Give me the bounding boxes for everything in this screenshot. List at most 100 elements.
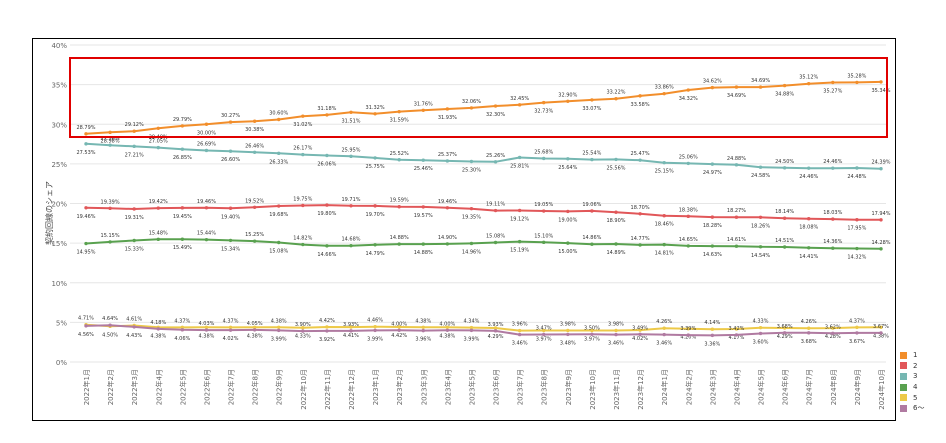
legend-swatch — [900, 383, 907, 391]
data-label: 24.58% — [751, 173, 770, 179]
data-point — [542, 332, 546, 337]
data-label: 14.65% — [679, 237, 698, 243]
data-point — [542, 209, 546, 213]
x-tick-label: 2022年2月 — [106, 369, 115, 405]
data-point — [156, 126, 160, 130]
x-tick-label: 2023年8月 — [540, 369, 549, 405]
data-label: 31.59% — [390, 118, 409, 124]
data-point — [662, 214, 666, 218]
data-point — [325, 203, 329, 207]
x-tick-label: 2023年2月 — [395, 369, 404, 405]
x-tick-label: 2024年9月 — [853, 369, 862, 405]
data-label: 24.39% — [871, 160, 890, 166]
data-label: 31.51% — [341, 118, 360, 124]
data-point — [421, 205, 425, 209]
data-point — [734, 215, 739, 219]
data-point — [638, 332, 642, 337]
data-point — [180, 328, 185, 332]
x-tick-label: 2022年11月 — [323, 369, 332, 410]
data-point — [855, 246, 859, 251]
data-label: 3.67% — [873, 324, 889, 330]
data-point — [879, 247, 883, 251]
legend-swatch — [900, 372, 907, 380]
data-label: 33.86% — [655, 85, 674, 91]
data-point — [807, 331, 811, 335]
data-label: 4.38% — [873, 333, 889, 339]
series-line-6〜 — [85, 324, 881, 337]
data-point — [228, 120, 233, 124]
data-label: 25.47% — [631, 151, 650, 157]
data-point — [397, 109, 401, 114]
data-point — [108, 323, 112, 327]
data-point — [542, 100, 546, 105]
data-point — [277, 240, 281, 245]
data-label: 30.60% — [269, 110, 288, 116]
data-point — [614, 97, 618, 101]
data-label: 24.50% — [775, 159, 794, 165]
data-label: 15.08% — [486, 233, 505, 239]
data-point — [734, 85, 739, 89]
data-point — [879, 325, 883, 329]
series-line-2 — [85, 204, 882, 221]
data-label: 34.88% — [775, 92, 794, 98]
data-label: 14.88% — [390, 235, 409, 241]
x-tick-label: 2023年3月 — [419, 369, 428, 405]
data-point — [758, 215, 763, 219]
data-label: 3.98% — [560, 321, 576, 327]
x-tick-label: 2023年12月 — [636, 369, 645, 410]
data-label: 34.62% — [703, 79, 722, 85]
data-label: 3.93% — [343, 322, 359, 328]
data-point — [252, 328, 257, 332]
data-point — [590, 98, 594, 102]
data-label: 18.46% — [655, 222, 674, 228]
legend-swatch — [900, 351, 907, 359]
data-label: 25.52% — [390, 151, 409, 157]
series-line-3 — [85, 142, 882, 170]
legend-item: 1 — [900, 350, 924, 361]
data-label: 29.79% — [173, 117, 192, 123]
data-label: 18.14% — [775, 209, 794, 215]
data-point — [325, 325, 329, 329]
data-point — [807, 326, 811, 330]
data-label: 32.06% — [462, 99, 481, 105]
data-label: 26.46% — [245, 143, 264, 149]
x-tick-label: 2024年3月 — [708, 369, 717, 405]
data-point — [686, 333, 690, 337]
data-label: 14.89% — [606, 250, 625, 256]
data-point — [758, 245, 763, 249]
data-label: 15.08% — [269, 248, 288, 254]
data-point — [445, 242, 450, 246]
data-label: 26.17% — [293, 146, 312, 152]
data-label: 27.53% — [76, 150, 95, 156]
data-label: 4.43% — [126, 333, 142, 339]
data-label: 15.19% — [510, 248, 529, 254]
data-point — [373, 324, 377, 329]
data-label: 3.49% — [632, 325, 648, 331]
data-point — [493, 208, 498, 213]
data-point — [445, 159, 450, 163]
data-label: 4.20% — [680, 335, 696, 341]
data-point — [156, 327, 160, 331]
data-label: 14.68% — [341, 237, 360, 243]
data-label: 28.79% — [76, 125, 95, 131]
x-tick-label: 2023年6月 — [492, 369, 501, 405]
data-label: 15.25% — [245, 232, 264, 238]
data-label: 18.27% — [727, 208, 746, 214]
data-label: 18.28% — [703, 223, 722, 229]
x-tick-label: 2023年9月 — [564, 369, 573, 405]
data-point — [855, 325, 859, 330]
data-point — [421, 158, 425, 162]
data-label: 4.38% — [439, 333, 455, 339]
data-label: 35.34% — [871, 88, 890, 94]
data-point — [517, 239, 522, 244]
data-point — [397, 242, 401, 246]
data-point — [710, 215, 715, 219]
data-label: 4.38% — [199, 333, 215, 339]
data-point — [638, 158, 642, 162]
data-point — [252, 239, 257, 243]
x-tick-label: 2023年10月 — [588, 369, 597, 410]
y-axis-label: 契約回線のシェア — [44, 181, 54, 245]
data-point — [566, 241, 570, 245]
data-point — [782, 216, 787, 220]
data-label: 18.70% — [631, 205, 650, 211]
